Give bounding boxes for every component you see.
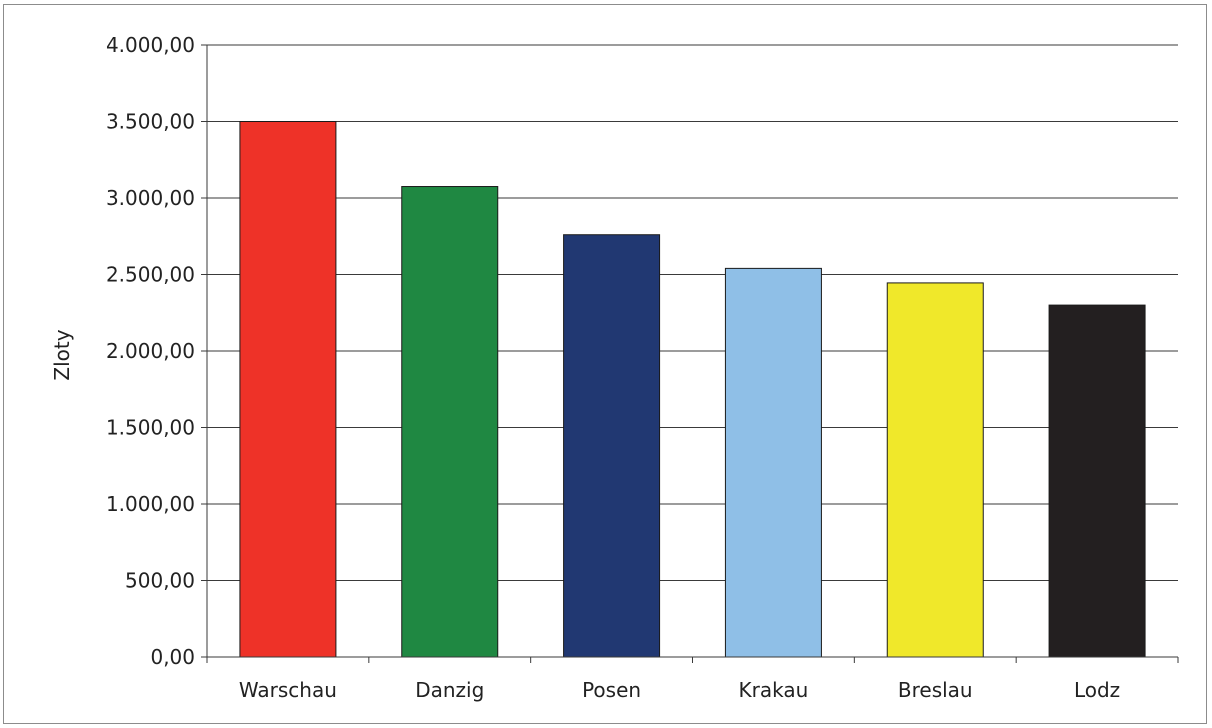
y-tick-label: 3.000,00 <box>106 186 195 210</box>
y-tick-label: 2.500,00 <box>106 263 195 287</box>
x-tick-label: Breslau <box>898 678 973 702</box>
x-tick-label: Warschau <box>239 678 337 702</box>
bars <box>239 121 1146 658</box>
axes <box>201 44 1179 663</box>
y-axis-title: Zloty <box>50 329 74 380</box>
gridlines <box>207 44 1178 581</box>
x-tick-label: Krakau <box>739 678 809 702</box>
y-tick-labels: 0,00 500,00 1.000,00 1.500,00 2.000,00 2.500,… <box>106 33 195 669</box>
y-tick-label: 1.500,00 <box>106 416 195 440</box>
chart-frame: 0,00 500,00 1.000,00 1.500,00 2.000,00 2.500,… <box>3 4 1207 724</box>
x-tick-label: Posen <box>582 678 641 702</box>
bar-lodz <box>1048 304 1146 658</box>
y-tick-label: 1.000,00 <box>106 492 195 516</box>
x-tick-labels: Warschau Danzig Posen Krakau Breslau Lodz <box>239 678 1120 702</box>
x-tick-label: Danzig <box>415 678 484 702</box>
y-tick-label: 2.000,00 <box>106 339 195 363</box>
x-tick-label: Lodz <box>1074 678 1120 702</box>
y-tick-label: 0,00 <box>150 645 195 669</box>
bar-danzig <box>401 186 499 658</box>
bar-chart: 0,00 500,00 1.000,00 1.500,00 2.000,00 2.500,… <box>50 33 1179 702</box>
y-tick-label: 500,00 <box>125 569 195 593</box>
bar-krakau <box>724 267 822 658</box>
y-tick-label: 3.500,00 <box>106 110 195 134</box>
bar-breslau <box>886 282 984 658</box>
bar-posen <box>563 234 661 658</box>
y-tick-label: 4.000,00 <box>106 33 195 57</box>
bar-warschau <box>239 121 337 658</box>
